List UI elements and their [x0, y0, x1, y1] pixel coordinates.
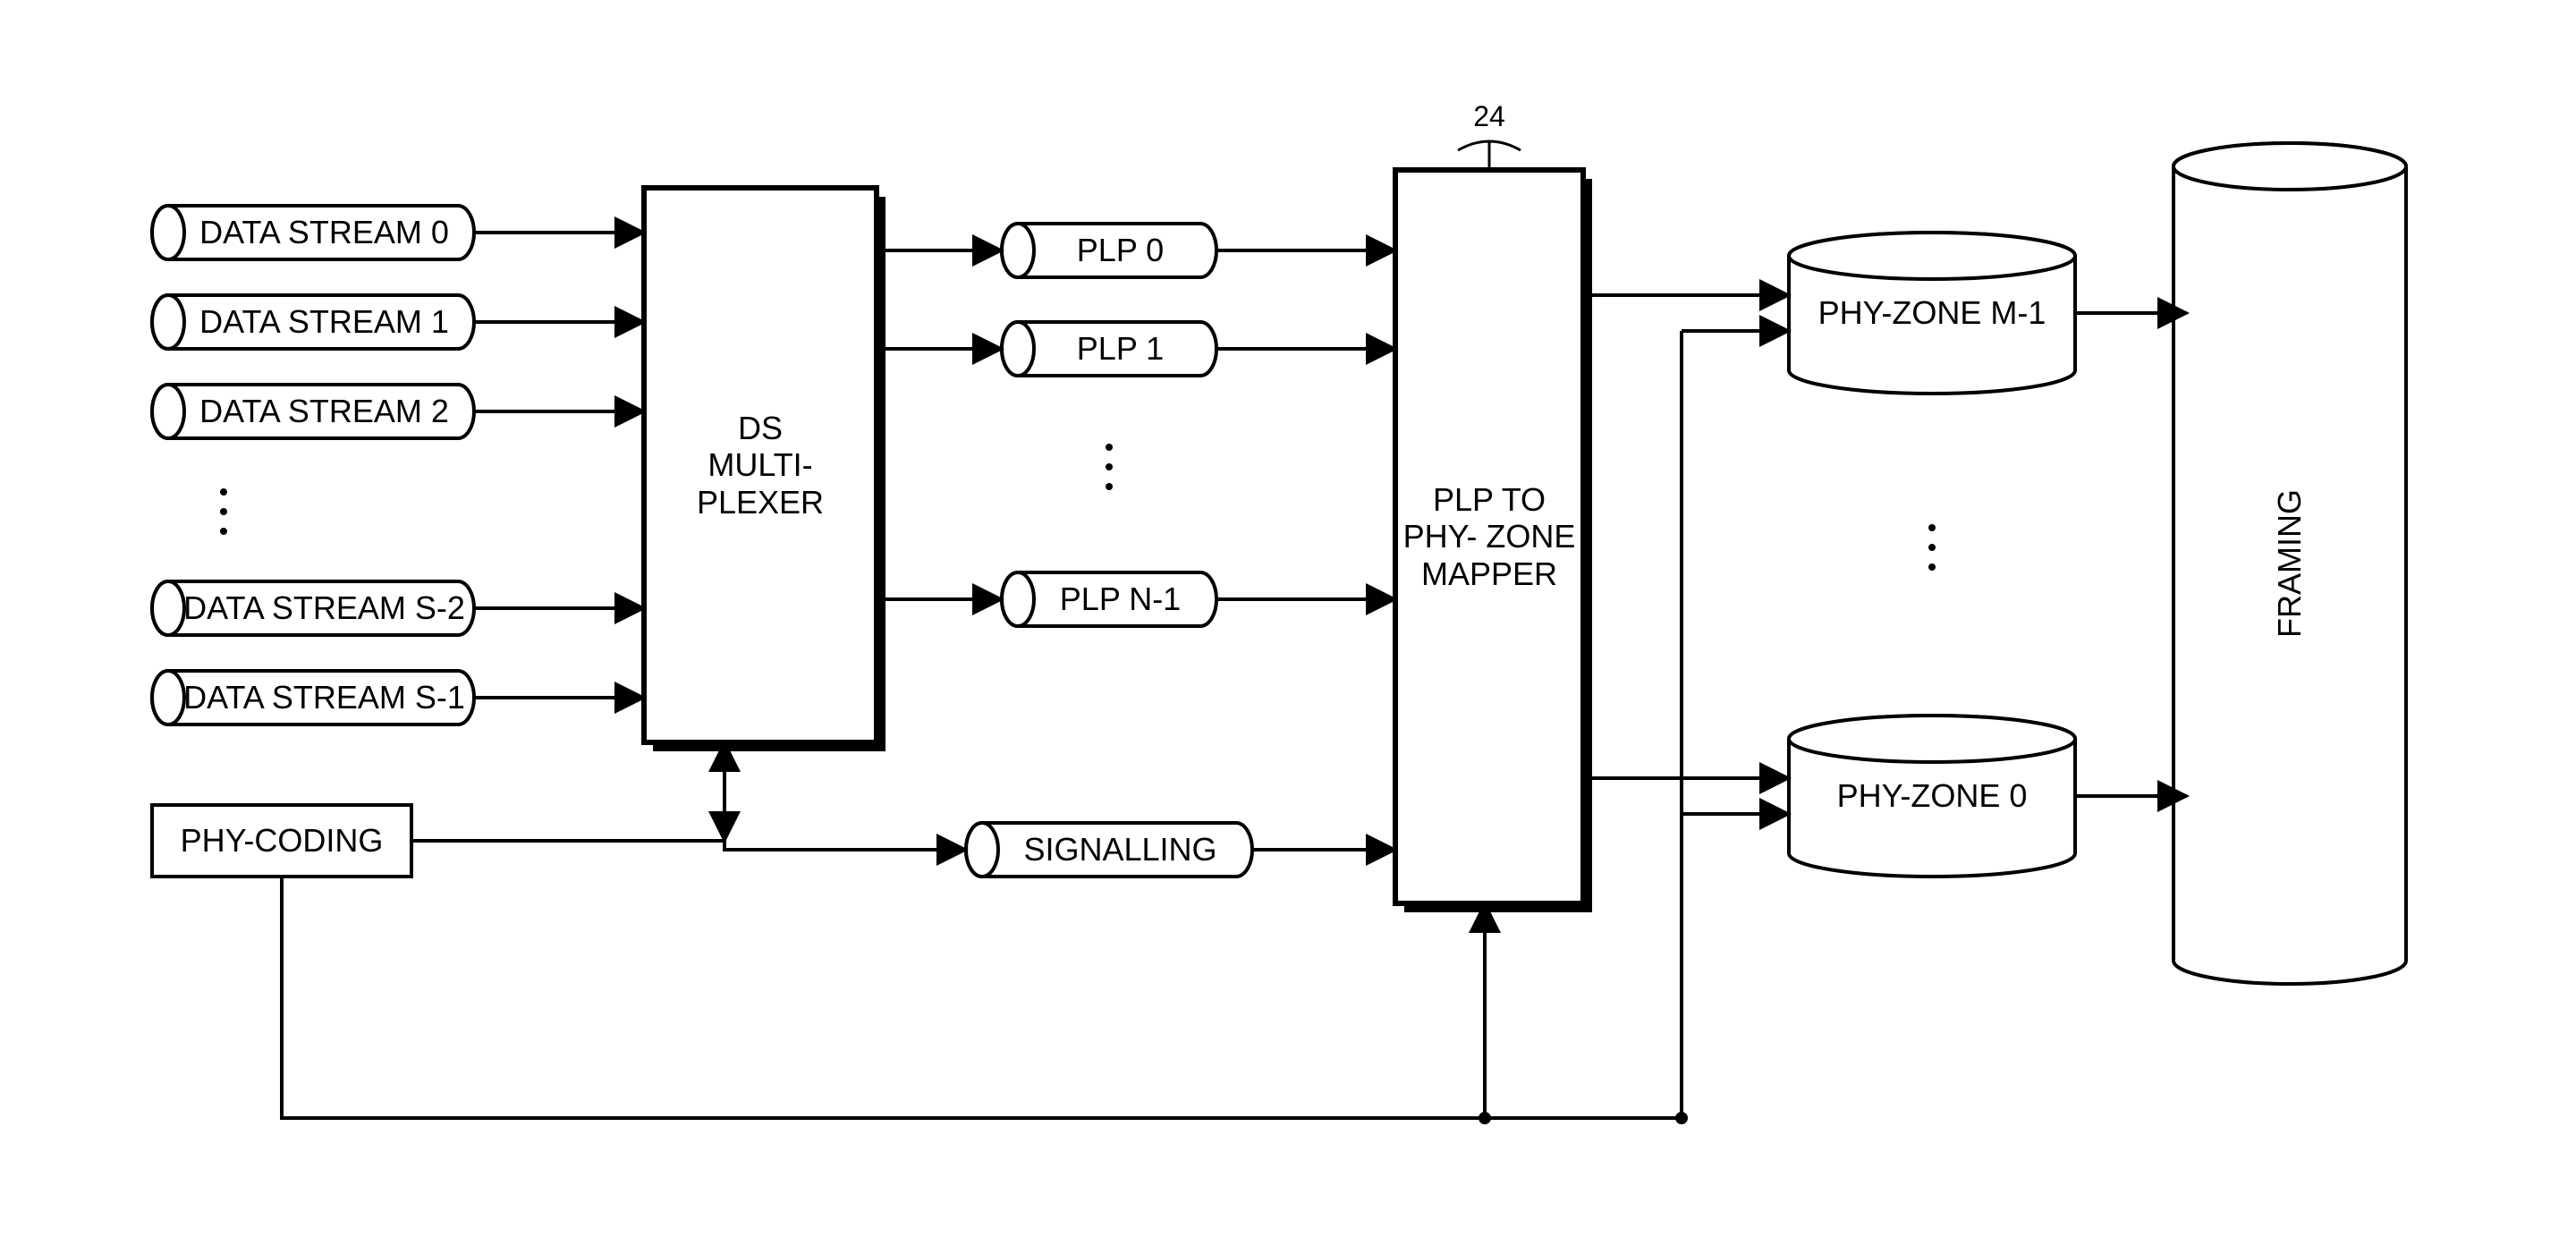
diagram-svg [0, 0, 2576, 1254]
diagram-canvas: 24DATA STREAM 0DATA STREAM 1DATA STREAM … [0, 0, 2576, 1254]
